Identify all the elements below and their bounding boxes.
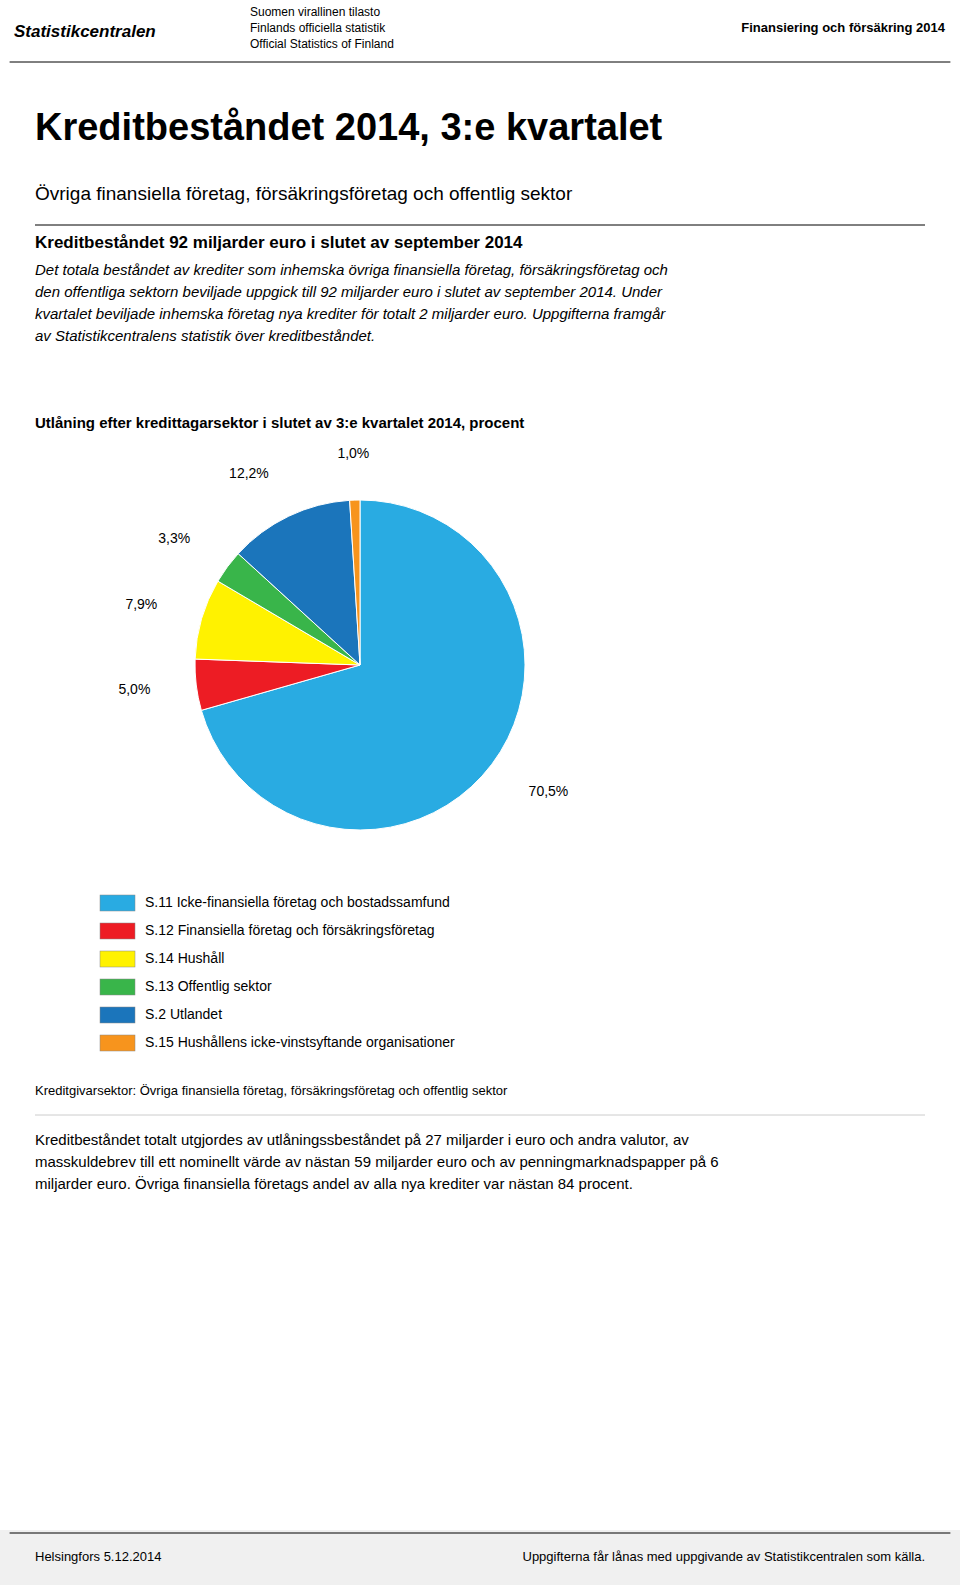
header-center-text: Suomen virallinen tilasto [250, 5, 380, 19]
pie-slice [238, 500, 360, 665]
header: Statistikcentralen Suomen virallinen tila… [10, 5, 951, 62]
pie: 70,5% 5,0% 7,9% 3,3% 12,2% 1,0% [118, 445, 568, 830]
legend-entry: S.2 Utlandet [145, 1006, 222, 1022]
footer: Helsingfors 5.12.2014 Uppgifterna får lån… [0, 1530, 960, 1585]
footer-bar [0, 1530, 960, 1585]
header-center-text: Finlands officiella statistik [250, 21, 386, 35]
footer-rule [10, 1533, 951, 1534]
body-text: av Statistikcentralens statistik över kr… [35, 327, 375, 344]
legend-swatch [100, 979, 135, 995]
legend-entry: S.12 Finansiella företag och försäkrings… [145, 922, 435, 938]
main-title: Kreditbeståndet 2014, 3:e kvartalet [35, 106, 663, 148]
footer-note: Uppgifterna får lånas med uppgivande av … [523, 1549, 926, 1564]
footnote: Kreditgivarsektor: Övriga finansiella fö… [35, 1083, 508, 1098]
body-text: den offentliga sektorn beviljade uppgick… [35, 283, 663, 300]
header-rule [10, 62, 951, 63]
data-label: 70,5% [529, 783, 569, 799]
body-rule [35, 1115, 925, 1116]
body-text: kvartalet beviljade inhemska företag nya… [35, 305, 666, 322]
legend-swatch [100, 1007, 135, 1023]
body-text: Kreditbeståndet totalt utgjordes av utlå… [35, 1131, 689, 1148]
chart-title: Utlåning efter kredittagarsektor i slute… [35, 414, 524, 431]
body-text: Det totala beståndet av krediter som inh… [35, 261, 668, 278]
subtitle: Övriga finansiella företag, försäkringsf… [35, 183, 573, 204]
page: Statistikcentralen Suomen virallinen tila… [0, 0, 960, 1585]
legend: S.11 Icke-finansiella företag och bostad… [100, 894, 455, 1051]
legend-swatch [100, 951, 135, 967]
content: Kreditbeståndet 2014, 3:e kvartalet Övrig… [35, 106, 925, 1192]
data-label: 7,9% [125, 596, 157, 612]
data-label: 3,3% [158, 530, 190, 546]
data-label: 1,0% [337, 445, 369, 461]
header-logo-text: Statistikcentralen [14, 22, 156, 41]
data-label: 12,2% [229, 465, 269, 481]
section-title: Kreditbeståndet 92 miljarder euro i slut… [35, 233, 523, 252]
body-text: miljarder euro. Övriga finansiella föret… [35, 1175, 633, 1192]
pie-chart: Utlåning efter kredittagarsektor i slute… [35, 414, 568, 1051]
header-center-text: Official Statistics of Finland [250, 37, 394, 51]
legend-entry: S.11 Icke-finansiella företag och bostad… [145, 894, 450, 910]
pie-slice [350, 500, 360, 665]
legend-entry: S.15 Hushållens icke-vinstsyftande organ… [145, 1034, 455, 1050]
legend-swatch [100, 1035, 135, 1051]
legend-entry: S.13 Offentlig sektor [145, 978, 272, 994]
pie-slice [195, 659, 360, 710]
legend-swatch [100, 895, 135, 911]
legend-entry: S.14 Hushåll [145, 950, 224, 966]
header-right-text: Finansiering och försäkring 2014 [741, 20, 945, 35]
body-text: masskuldebrev till ett nominellt värde a… [35, 1153, 719, 1170]
footer-date: Helsingfors 5.12.2014 [35, 1549, 161, 1564]
legend-swatch [100, 923, 135, 939]
data-label: 5,0% [118, 681, 150, 697]
title-rule [35, 225, 925, 226]
